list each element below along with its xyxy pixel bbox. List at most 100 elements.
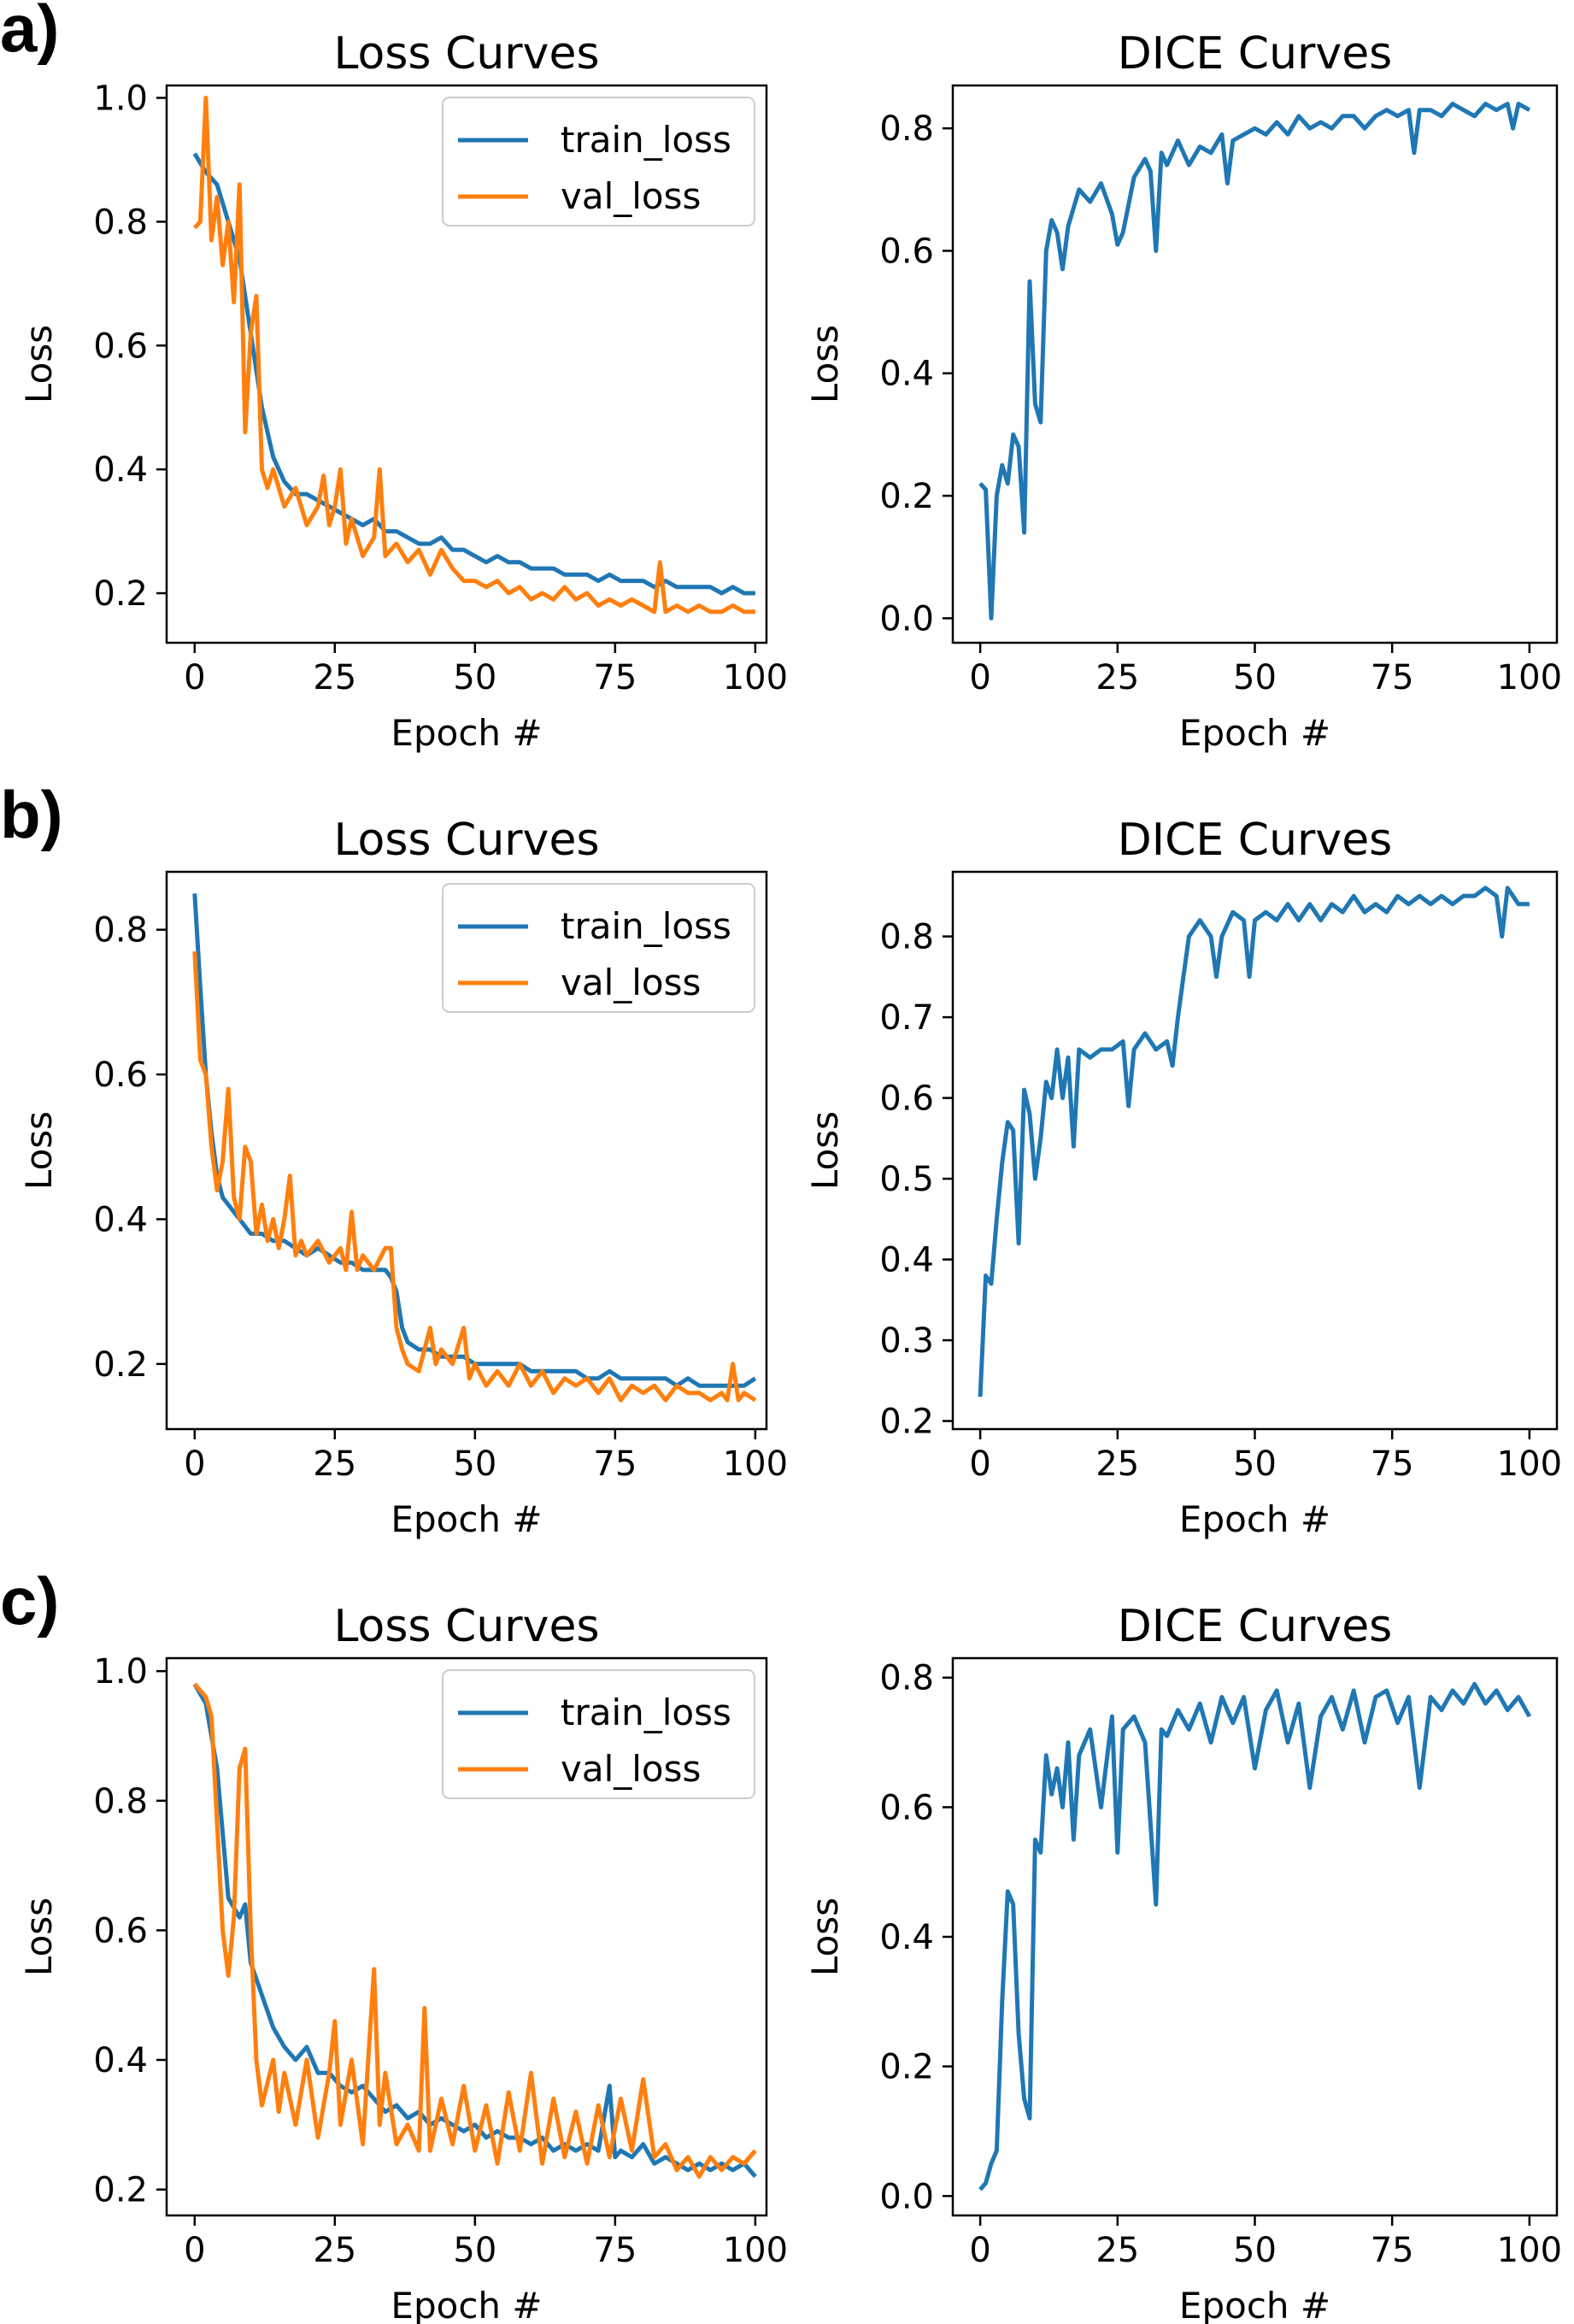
x-tick-label: 25 bbox=[1095, 1444, 1139, 1484]
x-tick-label: 50 bbox=[453, 2231, 496, 2270]
series-line-dice bbox=[978, 102, 1531, 621]
y-tick-label: 1.0 bbox=[93, 79, 148, 118]
y-tick-label: 0.8 bbox=[93, 911, 148, 950]
series-line-dice bbox=[978, 1681, 1532, 2192]
series-line-val_loss bbox=[192, 1682, 757, 2179]
x-tick-label: 0 bbox=[184, 2231, 205, 2270]
y-tick-label: 0.6 bbox=[93, 1056, 148, 1095]
legend: train_loss val_loss bbox=[442, 97, 755, 227]
x-tick-label: 100 bbox=[723, 2231, 788, 2270]
chart-a-loss: a) Loss Curves 0 25 50 75 100 0.2 0.4 0.6 0.8 1.0 Ep… bbox=[0, 0, 788, 754]
x-tick-label: 75 bbox=[593, 2231, 637, 2270]
x-axis-label: Epoch # bbox=[1179, 2285, 1330, 2324]
x-tick-label: 75 bbox=[593, 658, 637, 697]
chart-title: DICE Curves bbox=[1118, 28, 1393, 79]
x-tick-label: 0 bbox=[969, 1444, 990, 1484]
x-tick-label: 50 bbox=[1233, 1444, 1277, 1484]
y-tick-label: 0.2 bbox=[93, 574, 148, 614]
y-tick-label: 0.6 bbox=[879, 1788, 934, 1827]
chart-title: Loss Curves bbox=[333, 28, 599, 79]
y-tick-label: 0.8 bbox=[879, 1659, 934, 1698]
chart-title: Loss Curves bbox=[333, 1601, 599, 1652]
x-tick-label: 100 bbox=[723, 658, 788, 697]
y-tick-label: 0.4 bbox=[879, 1918, 934, 1957]
legend-box bbox=[442, 883, 755, 1013]
x-axis-label: Epoch # bbox=[391, 2285, 542, 2324]
y-axis-label: Loss bbox=[804, 1897, 846, 1976]
axes-frame bbox=[951, 1656, 1559, 2217]
y-axis-label: Loss bbox=[804, 1111, 846, 1190]
axes-frame bbox=[951, 870, 1559, 1431]
x-tick-label: 75 bbox=[1371, 2231, 1414, 2270]
x-tick-label: 0 bbox=[184, 1444, 205, 1484]
legend-entry: val_loss bbox=[561, 1748, 701, 1790]
y-axis-label: Loss bbox=[18, 1111, 60, 1190]
x-axis-label: Epoch # bbox=[391, 1498, 542, 1540]
series-line-val_loss bbox=[192, 96, 755, 615]
panel-letter: a) bbox=[0, 0, 59, 66]
y-tick-label: 0.5 bbox=[879, 1160, 934, 1199]
axes-frame bbox=[165, 1656, 768, 2217]
y-tick-label: 0.0 bbox=[879, 2177, 934, 2216]
x-tick-label: 75 bbox=[1371, 1444, 1414, 1484]
y-tick-label: 0.4 bbox=[93, 450, 148, 490]
x-tick-label: 50 bbox=[1233, 658, 1277, 697]
axes-frame bbox=[165, 84, 768, 644]
y-tick-label: 0.2 bbox=[93, 2171, 148, 2210]
chart-title: Loss Curves bbox=[333, 815, 599, 866]
x-tick-label: 25 bbox=[313, 2231, 356, 2270]
y-axis-label: Loss bbox=[18, 1897, 60, 1976]
x-tick-label: 50 bbox=[1233, 2231, 1277, 2270]
x-tick-label: 50 bbox=[453, 658, 496, 697]
legend-entry: train_loss bbox=[561, 119, 731, 161]
x-axis-label: Epoch # bbox=[1179, 712, 1330, 754]
x-tick-label: 100 bbox=[1497, 1444, 1562, 1484]
series-line-train_loss bbox=[192, 1683, 757, 2179]
y-tick-label: 0.8 bbox=[879, 918, 934, 957]
y-tick-label: 0.0 bbox=[879, 599, 934, 638]
legend-entry: train_loss bbox=[561, 905, 731, 947]
chart-b-loss: b) Loss Curves 0 25 50 75 100 0.2 0.4 0.6 0.8 Epoch… bbox=[0, 777, 788, 1540]
chart-c-loss: c) Loss Curves 0 25 50 75 100 0.2 0.4 0.6 0.8 1.0 Ep… bbox=[0, 1563, 788, 2324]
panel-letter: c) bbox=[0, 1563, 59, 1639]
y-tick-label: 0.7 bbox=[879, 998, 934, 1038]
y-tick-label: 0.6 bbox=[93, 1911, 148, 1950]
series-line-val_loss bbox=[192, 950, 757, 1403]
x-tick-label: 100 bbox=[1497, 658, 1562, 697]
legend: train_loss val_loss bbox=[442, 883, 755, 1013]
y-axis-label: Loss bbox=[18, 325, 60, 403]
x-tick-label: 75 bbox=[1371, 658, 1414, 697]
y-tick-label: 0.4 bbox=[879, 1241, 934, 1280]
y-axis-label: Loss bbox=[804, 325, 846, 403]
x-tick-label: 25 bbox=[1095, 2231, 1139, 2270]
x-tick-label: 0 bbox=[969, 658, 990, 697]
y-tick-label: 0.8 bbox=[93, 1782, 148, 1821]
y-tick-label: 0.4 bbox=[879, 355, 934, 394]
x-tick-label: 0 bbox=[969, 2231, 990, 2270]
y-tick-label: 0.3 bbox=[879, 1321, 934, 1361]
x-tick-label: 25 bbox=[313, 658, 356, 697]
chart-title: DICE Curves bbox=[1118, 815, 1393, 866]
chart-c-dice: DICE Curves 0 25 50 75 100 0.0 0.2 0.4 0.6 0.8 Epoc… bbox=[804, 1601, 1562, 2324]
x-axis-label: Epoch # bbox=[1179, 1498, 1330, 1540]
chart-title: DICE Curves bbox=[1118, 1601, 1393, 1652]
x-tick-label: 0 bbox=[184, 658, 205, 697]
legend-box bbox=[442, 1669, 755, 1799]
y-tick-label: 0.2 bbox=[879, 477, 934, 516]
y-tick-label: 0.4 bbox=[93, 1200, 148, 1239]
y-tick-label: 0.6 bbox=[879, 232, 934, 271]
y-tick-label: 0.2 bbox=[879, 1403, 934, 1442]
x-tick-label: 100 bbox=[1497, 2231, 1562, 2270]
x-tick-label: 50 bbox=[453, 1444, 496, 1484]
y-tick-label: 1.0 bbox=[93, 1652, 148, 1692]
series-line-dice bbox=[978, 885, 1530, 1397]
y-tick-label: 0.8 bbox=[879, 109, 934, 149]
x-tick-label: 100 bbox=[723, 1444, 788, 1484]
chart-a-dice: DICE Curves 0 25 50 75 100 0.0 0.2 0.4 0.6 0.8 Epoc… bbox=[804, 28, 1562, 754]
panel-letter: b) bbox=[0, 777, 63, 852]
y-tick-label: 0.6 bbox=[93, 327, 148, 366]
legend: train_loss val_loss bbox=[442, 1669, 755, 1799]
y-tick-label: 0.4 bbox=[93, 2041, 148, 2080]
legend-entry: val_loss bbox=[561, 962, 701, 1003]
